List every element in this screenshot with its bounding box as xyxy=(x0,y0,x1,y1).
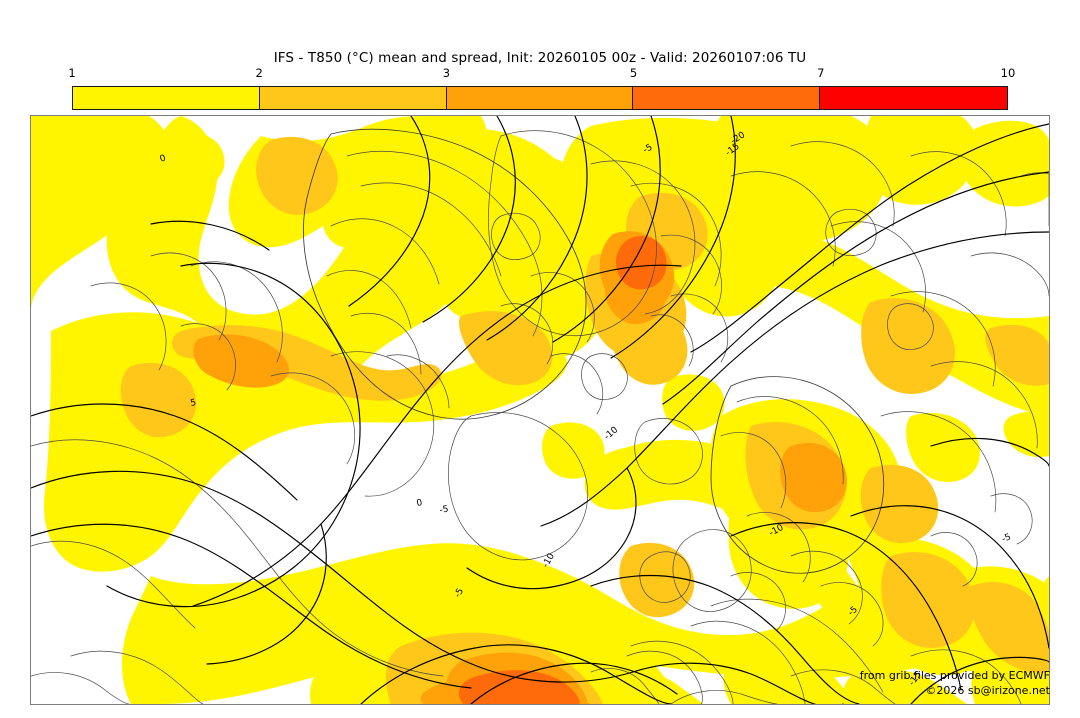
map-svg: -5 -15 -20 0 -5 -10 -10 -5 -15 -5 -10 0 … xyxy=(31,116,1049,704)
contour-label: -5 xyxy=(453,587,466,600)
contour-label: 0 xyxy=(159,153,168,164)
colorbar-tick-10: 10 xyxy=(1000,66,1016,80)
contour-label: -5 xyxy=(439,505,450,516)
map-canvas[interactable]: -5 -15 -20 0 -5 -10 -10 -5 -15 -5 -10 0 … xyxy=(30,115,1050,705)
colorbar-tick-1: 1 xyxy=(68,66,76,80)
colorbar-segment-7-10 xyxy=(820,87,1007,109)
contour-label: 0 xyxy=(416,498,424,509)
contour-label: 5 xyxy=(190,398,198,409)
colorbar-tick-5: 5 xyxy=(629,66,638,80)
coastlines xyxy=(31,128,1049,704)
colorbar-segment-3-5 xyxy=(446,87,634,109)
colorbar-segment-1-2 xyxy=(73,87,260,109)
colorbar-tick-7: 7 xyxy=(817,66,825,80)
contour-label: -5 xyxy=(1001,532,1013,544)
colorbar-tick-3: 3 xyxy=(442,66,451,80)
mean-contour-lines xyxy=(31,116,1049,704)
colorbar-segment-5-7 xyxy=(633,87,821,109)
colorbar-gradient-bar xyxy=(72,86,1008,110)
colorbar-segment-2-3 xyxy=(259,87,447,109)
colorbar-tick-labels: 1 2 3 5 7 10 xyxy=(68,66,1015,84)
spread-fill-band-5-7 xyxy=(458,235,667,704)
page-title: IFS - T850 (°C) mean and spread, Init: 2… xyxy=(273,50,807,66)
colorbar-tick-2: 2 xyxy=(255,66,263,80)
colorbar: 1 2 3 5 7 10 xyxy=(68,66,1015,110)
contour-label: -5 xyxy=(642,143,655,156)
